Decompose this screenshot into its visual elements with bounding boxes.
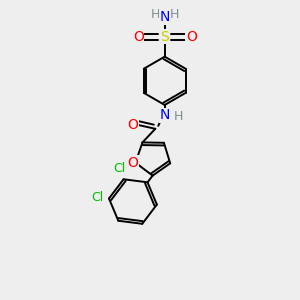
Text: Cl: Cl	[113, 162, 125, 176]
Text: H: H	[173, 110, 183, 123]
Text: O: O	[133, 30, 144, 44]
Text: N: N	[160, 108, 170, 122]
Text: O: O	[127, 156, 138, 170]
Text: H: H	[169, 8, 179, 21]
Text: O: O	[128, 118, 138, 132]
Text: H: H	[151, 8, 160, 21]
Text: N: N	[160, 10, 170, 24]
Text: O: O	[186, 30, 197, 44]
Text: Cl: Cl	[92, 190, 104, 204]
Text: S: S	[160, 30, 169, 44]
